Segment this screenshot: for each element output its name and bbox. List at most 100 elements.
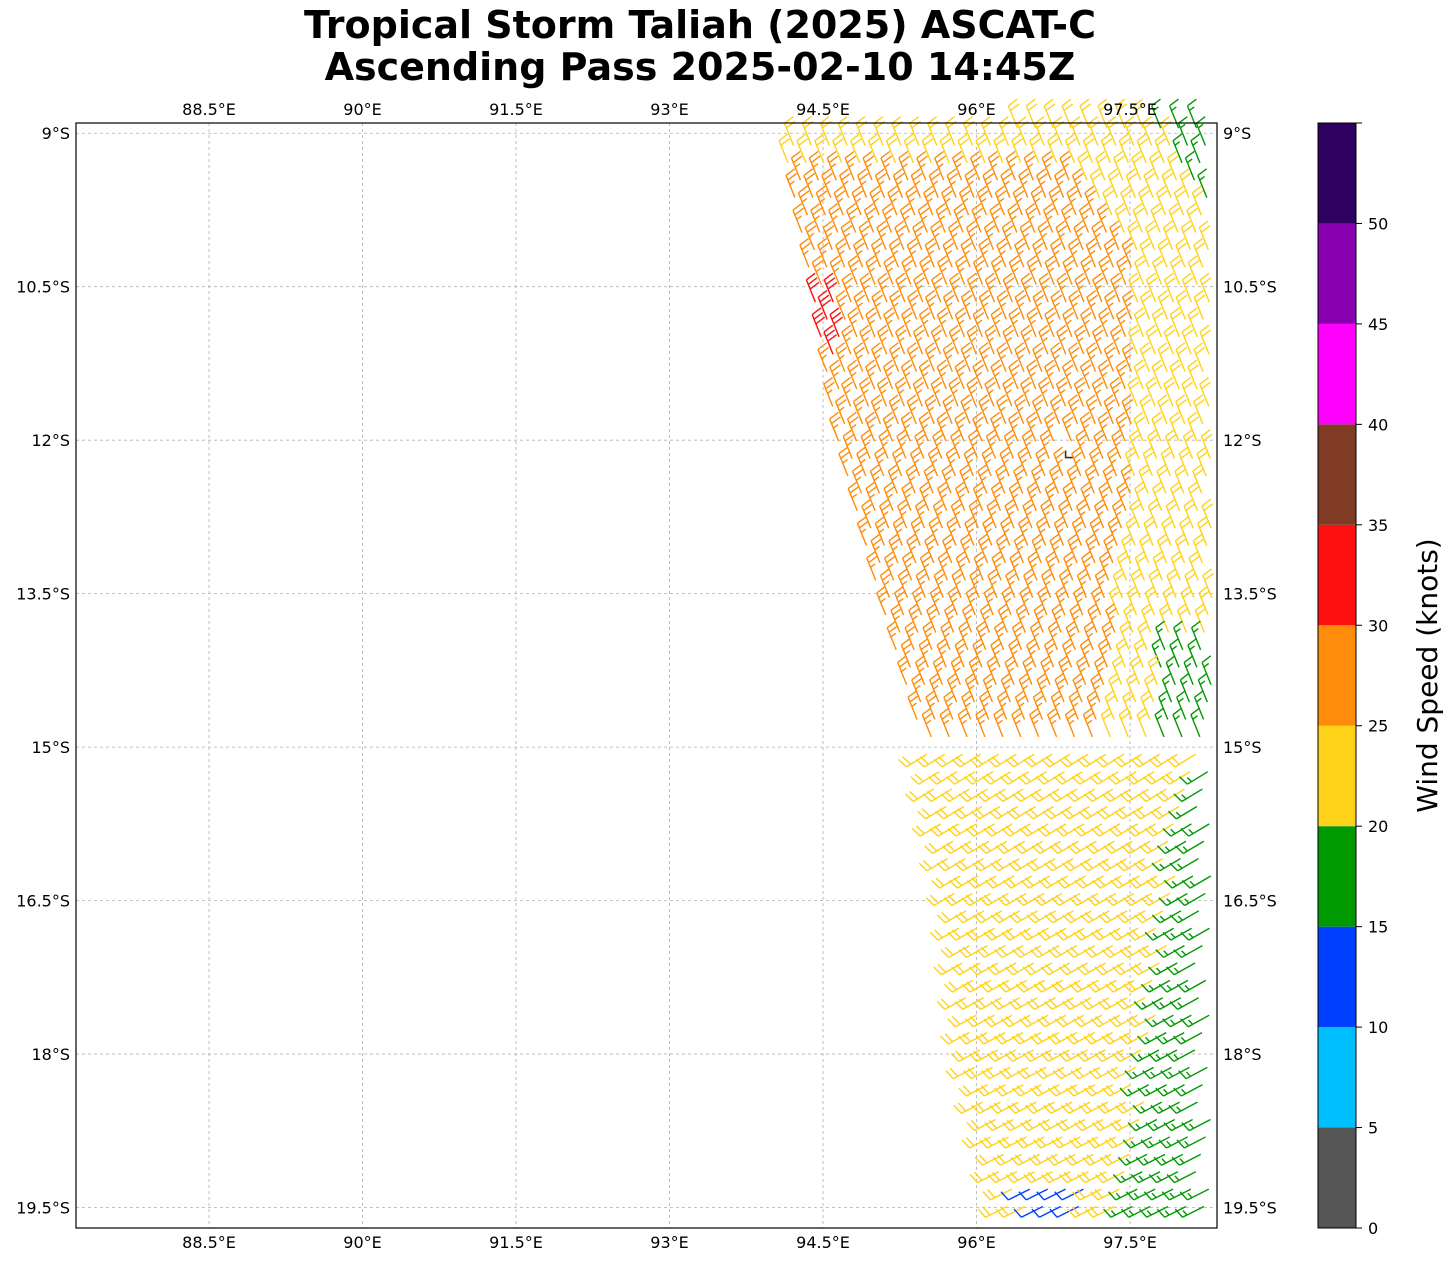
wind-barb: [967, 429, 980, 459]
wind-barb: [1131, 150, 1143, 181]
wind-barb: [1113, 150, 1125, 181]
wind-barb: [1056, 324, 1068, 355]
wind-barb: [1062, 307, 1074, 338]
wind-barb: [1178, 1066, 1208, 1080]
wind-barb: [1030, 185, 1043, 216]
wind-barb: [1181, 875, 1212, 889]
colorbar-tick-label: 30: [1368, 616, 1388, 635]
wind-barb: [1112, 962, 1142, 976]
wind-barb: [1083, 788, 1114, 803]
wind-barb: [1197, 516, 1209, 546]
wind-barb: [888, 394, 901, 425]
wind-barb: [914, 655, 927, 685]
wind-barb: [1175, 237, 1188, 268]
wind-barb: [1088, 446, 1101, 477]
wind-barb: [1047, 620, 1060, 651]
wind-barb: [1167, 805, 1198, 820]
wind-barb: [1161, 672, 1173, 703]
wind-barb: [935, 805, 965, 820]
wind-barb: [963, 1066, 993, 1080]
wind-barb: [1044, 255, 1057, 285]
wind-barb: [924, 840, 954, 855]
wind-barb: [847, 359, 859, 390]
wind-barb: [1049, 1205, 1079, 1218]
wind-barb: [1147, 1049, 1178, 1062]
wind-barb: [1054, 1014, 1085, 1028]
wind-barb: [940, 945, 970, 959]
wind-barb: [1018, 1014, 1049, 1028]
wind-barb: [928, 168, 941, 198]
wind-barb: [1065, 945, 1096, 959]
wind-barb: [1002, 324, 1015, 355]
wind-barb: [1089, 771, 1119, 785]
wind-barb: [899, 203, 912, 233]
wind-barb: [979, 603, 992, 633]
wind-barb: [1072, 1014, 1103, 1028]
wind-barb: [958, 620, 970, 651]
wind-barb: [1056, 272, 1069, 303]
wind-barb: [1115, 858, 1146, 872]
wind-barb: [979, 979, 1010, 993]
wind-barb: [1137, 788, 1167, 803]
wind-barb: [1145, 324, 1158, 355]
wind-barb: [911, 585, 924, 616]
wind-barb: [929, 823, 959, 837]
wind-barb: [1143, 1188, 1174, 1201]
wind-barb: [971, 1101, 1001, 1114]
wind-barb: [1197, 672, 1208, 703]
wind-barb: [979, 892, 1009, 907]
wind-barb: [1100, 707, 1113, 738]
wind-barb: [907, 690, 920, 720]
wind-barb: [1139, 394, 1152, 425]
wind-barb: [1074, 272, 1087, 303]
wind-barb: [970, 805, 1001, 820]
wind-barb: [1049, 237, 1062, 268]
wind-barb: [1064, 707, 1077, 738]
wind-barb: [1054, 823, 1085, 837]
wind-barb: [861, 498, 873, 529]
wind-barb: [901, 481, 914, 512]
wind-barb: [1121, 342, 1134, 372]
wind-barb: [1050, 342, 1062, 372]
wind-barb: [931, 875, 961, 889]
wind-barb: [817, 290, 832, 320]
wind-barb: [1044, 307, 1057, 338]
wind-barb: [1193, 690, 1205, 720]
wind-barb: [1012, 945, 1042, 959]
wind-barb: [923, 185, 935, 216]
wind-barb: [1079, 98, 1092, 129]
wind-barb: [898, 150, 910, 181]
wind-barb: [1151, 411, 1164, 442]
colorbar: 0 5 10 15 20 25 30 35 40 45 50 Wind Speed (knots): [1317, 122, 1444, 1238]
wind-barb: [975, 1031, 1006, 1045]
wind-barb: [1119, 620, 1132, 651]
wind-barb: [1026, 910, 1056, 924]
wind-barb: [981, 1066, 1011, 1080]
wind-barb: [979, 690, 991, 720]
lat-tick-label: 15°S: [1223, 738, 1262, 757]
wind-barb: [972, 858, 1002, 872]
wind-barb: [858, 376, 871, 407]
lon-tick-label: 91.5°E: [489, 1233, 543, 1252]
wind-barb: [865, 307, 877, 338]
wind-barb: [953, 805, 983, 820]
wind-barb: [980, 116, 993, 146]
wind-barb: [966, 272, 979, 303]
wind-barb: [1133, 637, 1146, 668]
wind-barb: [996, 394, 1008, 425]
wind-barb: [1161, 1188, 1192, 1201]
wind-barb: [937, 255, 949, 285]
wind-barb: [847, 481, 860, 512]
wind-barb: [1178, 771, 1209, 785]
wind-barb: [997, 1136, 1027, 1149]
wind-barb: [1040, 1049, 1070, 1062]
wind-barb: [990, 411, 1002, 442]
wind-barb: [1163, 376, 1176, 407]
wind-barb: [1121, 840, 1151, 855]
wind-barb: [976, 185, 989, 216]
wind-barb: [1187, 481, 1200, 512]
wind-barb: [994, 788, 1024, 803]
wind-barb: [1107, 1188, 1138, 1201]
wind-barb: [1023, 150, 1036, 181]
wind-barb: [1008, 359, 1020, 390]
